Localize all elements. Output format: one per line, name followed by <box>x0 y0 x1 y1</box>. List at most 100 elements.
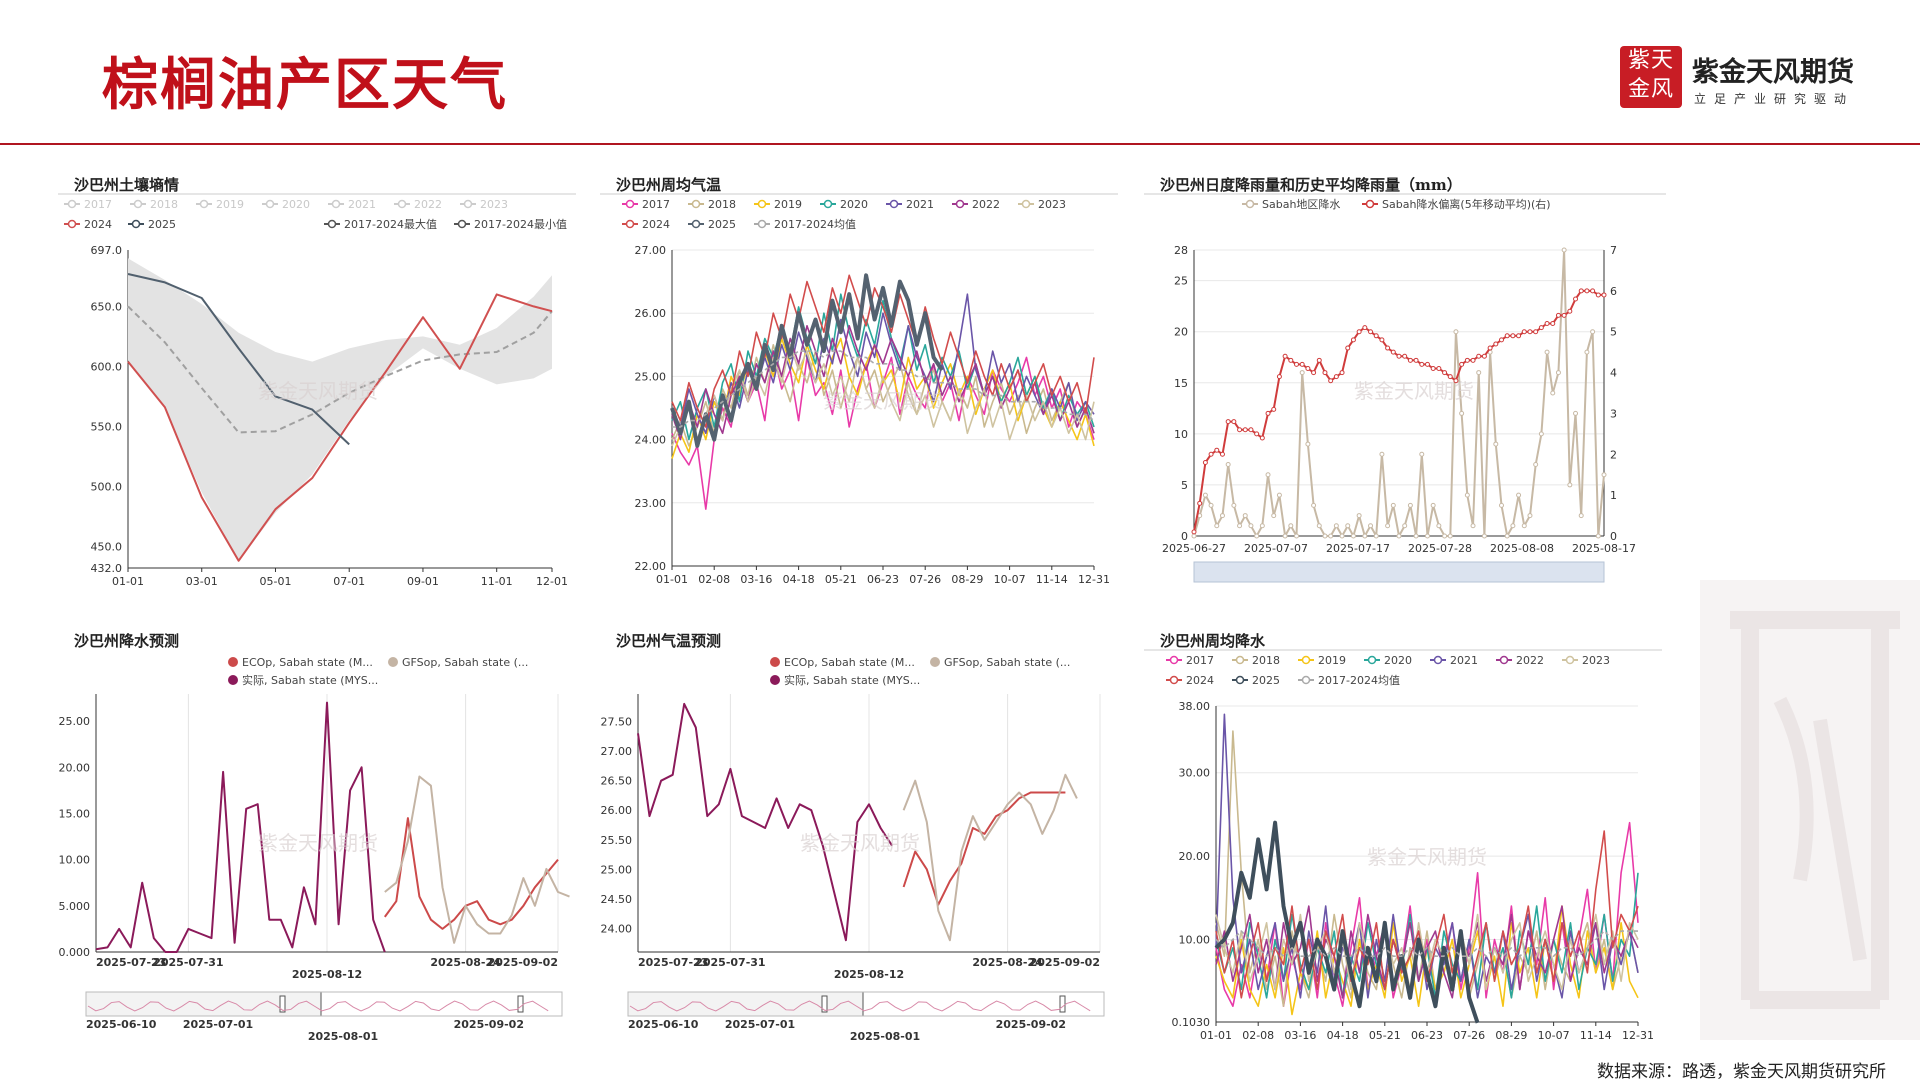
series-sabah-deviation-point <box>1470 357 1476 363</box>
series-sabah-deviation-point <box>1191 529 1197 535</box>
series-sabah-rain-point <box>1339 533 1345 539</box>
series-sabah-deviation-point <box>1510 333 1516 339</box>
series-sabah-rain-point <box>1436 523 1442 529</box>
y-tick-label: 27.00 <box>601 745 633 758</box>
x-tick-label: 08-29 <box>951 573 983 586</box>
series-2024 <box>671 274 1095 428</box>
series-sabah-rain-point <box>1573 410 1579 416</box>
x-tick-label: 2025-07-23 <box>638 956 708 969</box>
series-2017-2024 <box>1215 930 1638 957</box>
series-sabah-deviation-point <box>1356 329 1362 335</box>
series-sabah-rain-point <box>1231 502 1237 508</box>
legend-marker <box>823 199 833 209</box>
legend-label: 2017-2024最大值 <box>344 217 437 231</box>
legend-marker <box>265 199 275 209</box>
legend-marker <box>1021 199 1031 209</box>
series-sabah-deviation-point <box>1276 374 1282 380</box>
x-tick-label: 2025-06-27 <box>1162 542 1226 555</box>
legend-label: 2021 <box>348 198 376 211</box>
series-sabah-deviation-point <box>1254 431 1260 437</box>
series-2024 <box>1215 830 1639 999</box>
logo-slogan: 立足产业研究驱动 <box>1694 92 1855 106</box>
y-tick-label: 24.00 <box>635 434 667 447</box>
y-tick-label: 15.00 <box>59 807 91 820</box>
series-sabah-rain-point <box>1202 492 1208 498</box>
zoom-label: 2025-07-01 <box>725 1018 795 1031</box>
legend-marker <box>930 657 940 667</box>
series-sabah-deviation-point <box>1237 427 1243 433</box>
series-sabah-rain-point <box>1590 329 1596 335</box>
panel-title: 沙巴州周均气温 <box>616 176 722 194</box>
series-sabah-rain-point <box>1481 533 1487 539</box>
zoom-window <box>85 991 322 1017</box>
seal-text: 紫天 <box>1627 48 1674 73</box>
x-tick-label: 12-31 <box>1078 573 1110 586</box>
series-sabah-deviation-point <box>1333 374 1339 380</box>
series-sabah-rain-point <box>1521 523 1527 529</box>
series-sabah-rain-point <box>1402 523 1408 529</box>
legend-marker <box>1301 675 1311 685</box>
series-sabah-deviation-point <box>1328 378 1334 384</box>
y-tick-label: 2 <box>1610 448 1617 461</box>
series-sabah-rain-point <box>1276 492 1282 498</box>
x-tick-label: 06-23 <box>1411 1029 1443 1042</box>
series-sabah-rain-point <box>1555 370 1561 376</box>
y-tick-label: 26.50 <box>601 775 633 788</box>
panel-title: 沙巴州气温预测 <box>616 632 722 650</box>
zoom-track <box>85 991 563 1017</box>
series-sabah-rain-point <box>1464 492 1470 498</box>
series-sabah-state-mys <box>95 701 386 953</box>
series-sabah-deviation-point <box>1459 361 1465 367</box>
legend-label: 2022 <box>414 198 442 211</box>
x-tick-label: 08-29 <box>1495 1029 1527 1042</box>
x-tick-label: 05-01 <box>259 575 291 588</box>
y-tick-label: 450.0 <box>91 540 123 553</box>
y-tick-label: 5.000 <box>59 900 91 913</box>
series-sabah-deviation-point <box>1595 292 1601 298</box>
series-sabah-deviation-point <box>1544 321 1550 327</box>
series-sabah-deviation-point <box>1316 357 1322 363</box>
legend-marker <box>1169 675 1179 685</box>
series-sabah-rain-point <box>1225 462 1231 467</box>
series-sabah-deviation-point <box>1476 353 1482 359</box>
panel-daily-rain: 沙巴州日度降雨量和历史平均降雨量（mm） Sabah地区降水 Sabah降水偏离(… <box>1144 158 1666 590</box>
legend-marker <box>1365 199 1375 209</box>
series-sabah-rain-point <box>1214 523 1220 529</box>
brand-logo: 紫天 金风 紫金天风期货 立足产业研究驱动 <box>1620 46 1890 116</box>
series-sabah-deviation-point <box>1214 447 1220 453</box>
series-sabah-rain-point <box>1430 502 1436 508</box>
legend-label: 2017-2024均值 <box>774 218 856 231</box>
header-divider <box>0 143 1920 145</box>
legend-label: 2022 <box>1516 654 1544 667</box>
series-sabah-rain-point <box>1504 533 1510 539</box>
series-sabah-deviation-point <box>1299 361 1305 367</box>
series-sabah-deviation-point <box>1373 333 1379 339</box>
legend-marker <box>228 657 238 667</box>
x-tick-label: 2025-09-02 <box>1030 956 1100 969</box>
series-sabah-deviation-point <box>1202 459 1208 465</box>
zoom-handle <box>1059 995 1066 1013</box>
legend-label: GFSop, Sabah state (... <box>402 656 528 669</box>
legend-label: 2017 <box>84 198 112 211</box>
series-sabah-deviation-point <box>1407 357 1413 363</box>
x-tick-label: 2025-07-31 <box>695 956 765 969</box>
x-tick-label: 11-14 <box>1580 1029 1612 1042</box>
legend-label: Sabah地区降水 <box>1262 197 1340 211</box>
legend-label: Sabah降水偏离(5年移动平均)(右) <box>1382 197 1551 211</box>
series-sabah-rain-point <box>1499 502 1504 508</box>
legend-marker <box>133 199 143 209</box>
zoom-label: 2025-08-01 <box>850 1030 920 1043</box>
series-sabah-deviation-point <box>1555 312 1561 318</box>
series-sabah-rain-point <box>1453 329 1459 335</box>
x-tick-label: 03-16 <box>1284 1029 1316 1042</box>
y-tick-label: 20.00 <box>59 761 91 774</box>
x-tick-label: 12-31 <box>1622 1029 1654 1042</box>
series-sabah-rain-point <box>1550 390 1556 396</box>
legend-marker <box>67 199 77 209</box>
panel-weekly-rain: 沙巴州周均降水 2017 2018 2019 2020 2021 2022 2023 2024… <box>1144 614 1666 1046</box>
series-sabah-deviation-point <box>1567 308 1573 314</box>
zoom-label: 2025-09-02 <box>454 1018 524 1031</box>
series-ecop-sabah-state-m <box>383 817 559 930</box>
x-tick-label: 03-01 <box>186 575 218 588</box>
legend-marker <box>1169 655 1179 665</box>
